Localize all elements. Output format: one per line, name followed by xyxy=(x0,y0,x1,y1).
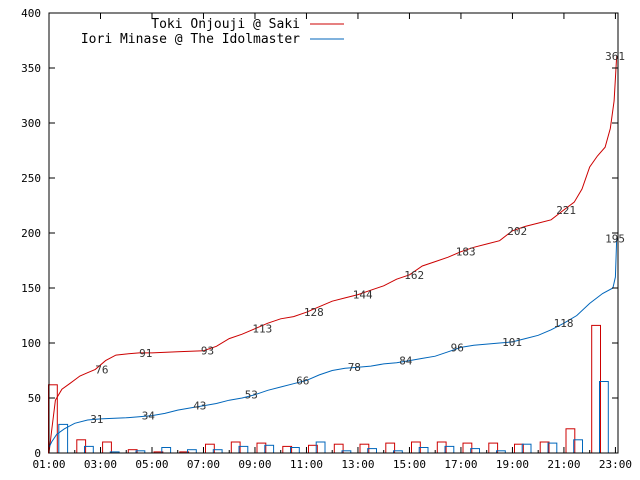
series-1-value-label: 34 xyxy=(142,410,156,423)
legend-label: Toki Onjouji @ Saki xyxy=(151,17,300,32)
series-0-value-label: 361 xyxy=(605,50,625,63)
x-tick-label: 15:00 xyxy=(393,458,426,471)
series-0-value-label: 76 xyxy=(95,363,108,376)
series-0-value-label: 128 xyxy=(304,306,324,319)
series-0-value-label: 144 xyxy=(353,289,373,302)
x-tick-label: 11:00 xyxy=(290,458,323,471)
series-0-value-label: 162 xyxy=(404,269,424,282)
series-0-value-label: 93 xyxy=(201,345,214,358)
cumulative-lines xyxy=(48,55,618,454)
x-tick-label: 21:00 xyxy=(547,458,580,471)
x-tick-label: 23:00 xyxy=(599,458,632,471)
y-tick-label: 0 xyxy=(34,447,41,460)
series-1-value-label: 31 xyxy=(90,413,103,426)
x-tick-label: 03:00 xyxy=(84,458,117,471)
series-1-value-label: 78 xyxy=(348,361,361,374)
series-0-value-label: 183 xyxy=(456,246,476,259)
series-1-value-label: 118 xyxy=(554,317,574,330)
y-tick-label: 200 xyxy=(21,227,41,240)
series-1-value-label: 43 xyxy=(193,400,206,413)
value-labels: 76 91 93 113 128 144 162 183 202 221 361 31 34 43 53 66… xyxy=(90,50,625,426)
series-0-value-label: 91 xyxy=(139,347,152,360)
x-tick-label: 09:00 xyxy=(238,458,271,471)
series-0-cumulative-line xyxy=(48,55,618,454)
y-tick-label: 400 xyxy=(21,7,41,20)
series-1-value-label: 53 xyxy=(245,389,258,402)
legend-label: Iori Minase @ The Idolmaster xyxy=(81,32,300,47)
y-tick-label: 50 xyxy=(28,392,41,405)
series-1-value-label: 66 xyxy=(296,374,309,387)
series-1-cumulative-line xyxy=(48,238,618,448)
series-1-value-label: 96 xyxy=(451,341,464,354)
axes: 0 50 100 150 200 250 300 350 400 01:00 03:00 05:00 0… xyxy=(21,7,632,471)
y-tick-label: 100 xyxy=(21,337,41,350)
y-tick-label: 300 xyxy=(21,117,41,130)
x-tick-label: 13:00 xyxy=(341,458,374,471)
series-1-value-label: 195 xyxy=(605,233,625,246)
series-1-value-label: 101 xyxy=(502,336,522,349)
x-tick-label: 05:00 xyxy=(135,458,168,471)
series-0-value-label: 221 xyxy=(556,204,576,217)
x-tick-label: 19:00 xyxy=(496,458,529,471)
x-tick-label: 01:00 xyxy=(32,458,65,471)
series-0-value-label: 113 xyxy=(252,323,272,336)
series-1-value-label: 84 xyxy=(399,355,413,368)
x-tick-label: 17:00 xyxy=(444,458,477,471)
y-tick-label: 350 xyxy=(21,62,41,75)
x-tick-label: 07:00 xyxy=(187,458,220,471)
series-0-value-label: 202 xyxy=(507,225,527,238)
y-tick-label: 250 xyxy=(21,172,41,185)
y-tick-label: 150 xyxy=(21,282,41,295)
